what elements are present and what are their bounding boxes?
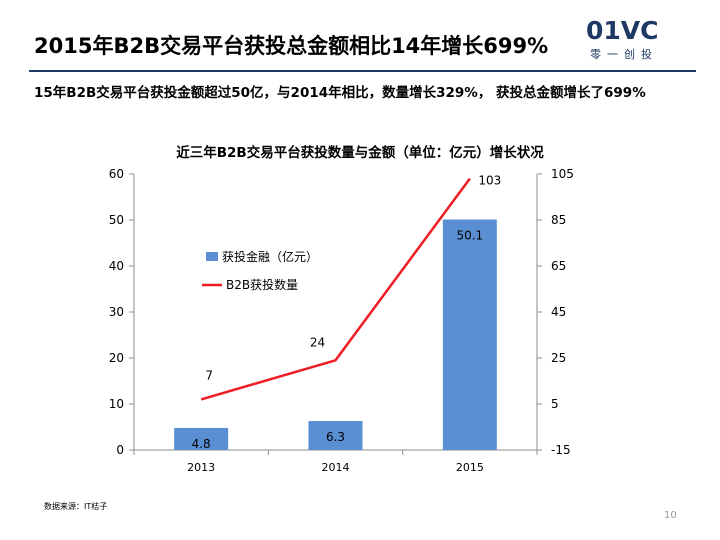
source-note: 数据来源：IT桔子 (44, 502, 108, 511)
legend-label-line: B2B获投数量 (226, 277, 298, 292)
bar-data-label: 50.1 (456, 229, 483, 243)
page-number: 10 (664, 510, 677, 521)
line-data-label: 103 (478, 174, 501, 188)
left-tick-label: 40 (109, 259, 124, 273)
right-tick-label: 85 (551, 213, 566, 227)
bar-2014 (308, 421, 363, 450)
logo: 01VC 零一创投 (586, 16, 696, 62)
left-tick-label: 10 (109, 397, 124, 411)
legend-label-bar: 获投金融（亿元） (222, 249, 318, 264)
left-tick-label: 20 (109, 351, 124, 365)
legend-swatch-bar (206, 252, 218, 261)
bar-data-label: 6.3 (326, 430, 345, 444)
left-tick-label: 60 (109, 167, 124, 181)
bar-2015 (442, 219, 497, 450)
logo-subtitle: 零一创投 (590, 48, 658, 61)
x-tick-label: 2015 (456, 461, 484, 474)
count-line (200, 177, 471, 401)
left-tick-label: 30 (109, 305, 124, 319)
logo-mark: 01VC (586, 16, 659, 45)
right-tick-label: 5 (551, 397, 559, 411)
title-divider (29, 70, 696, 72)
left-tick-label: 50 (109, 213, 124, 227)
right-tick-label: 105 (551, 167, 574, 181)
right-tick-label: -15 (551, 443, 571, 457)
x-tick-label: 2013 (187, 461, 215, 474)
summary-text: 15年B2B交易平台获投金额超过50亿，与2014年相比，数量增长329%， 获… (34, 85, 646, 101)
right-tick-label: 65 (551, 259, 566, 273)
bar-2013 (174, 427, 229, 450)
slide-title: 2015年B2B交易平台获投总金额相比14年增长699% (34, 34, 549, 58)
bar-data-label: 4.8 (192, 437, 211, 451)
line-data-label: 24 (310, 335, 325, 349)
left-tick-label: 0 (116, 443, 124, 457)
x-tick-label: 2014 (322, 461, 350, 474)
chart-title: 近三年B2B交易平台获投数量与金额（单位：亿元）增长状况 (176, 145, 544, 161)
right-tick-label: 25 (551, 351, 566, 365)
line-data-label: 7 (205, 368, 213, 382)
right-tick-label: 45 (551, 305, 566, 319)
